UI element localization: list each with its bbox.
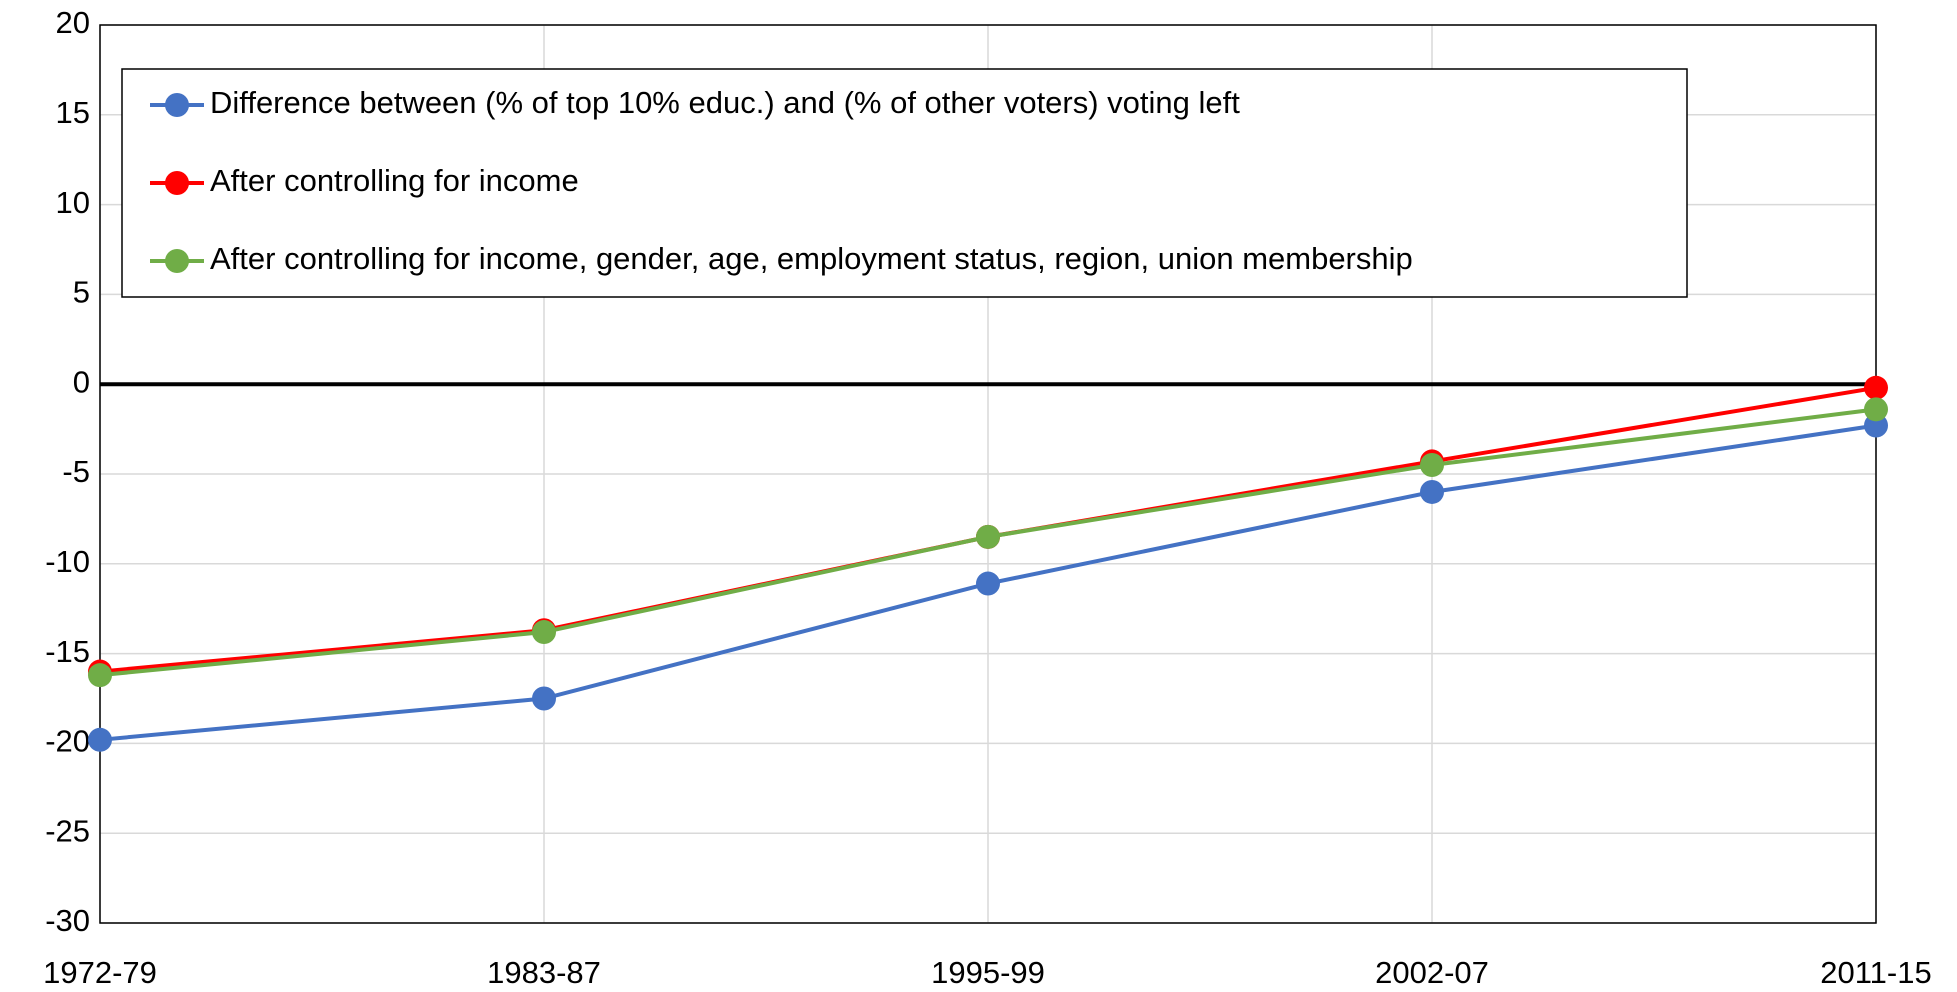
y-tick-label: 5 [73,275,90,310]
data-point [88,727,112,752]
x-tick-label: 2011-15 [1820,955,1931,990]
data-point [1420,479,1444,504]
legend-swatch-marker [165,93,189,117]
y-tick-label: -10 [45,544,90,579]
y-tick-label: -20 [45,724,90,759]
x-tick-label: 2002-07 [1375,955,1489,990]
y-tick-label: 20 [56,5,90,40]
x-tick-label: 1972-79 [43,955,157,990]
data-point [976,571,1000,596]
legend-swatch-marker [165,171,189,195]
y-tick-label: -5 [62,454,90,489]
y-tick-label: -30 [45,903,90,938]
y-tick-label: -25 [45,813,90,848]
x-tick-label: 1983-87 [487,955,601,990]
data-point [1420,453,1444,478]
y-tick-label: 10 [56,185,90,220]
legend-label: After controlling for income [210,163,579,198]
data-point [532,620,556,645]
legend-box [121,68,1688,298]
data-point [88,663,112,688]
plot-frame [99,24,1877,924]
data-point [1864,397,1888,422]
legend-label: After controlling for income, gender, ag… [210,241,1413,276]
data-point [976,524,1000,549]
y-tick-label: -15 [45,634,90,669]
legend-label: Difference between (% of top 10% educ.) … [210,85,1240,120]
legend-swatch-marker [165,249,189,273]
x-tick-label: 1995-99 [931,955,1045,990]
y-tick-label: 0 [73,364,90,399]
y-tick-label: 15 [56,95,90,130]
data-point [1864,375,1888,400]
data-point [532,686,556,711]
